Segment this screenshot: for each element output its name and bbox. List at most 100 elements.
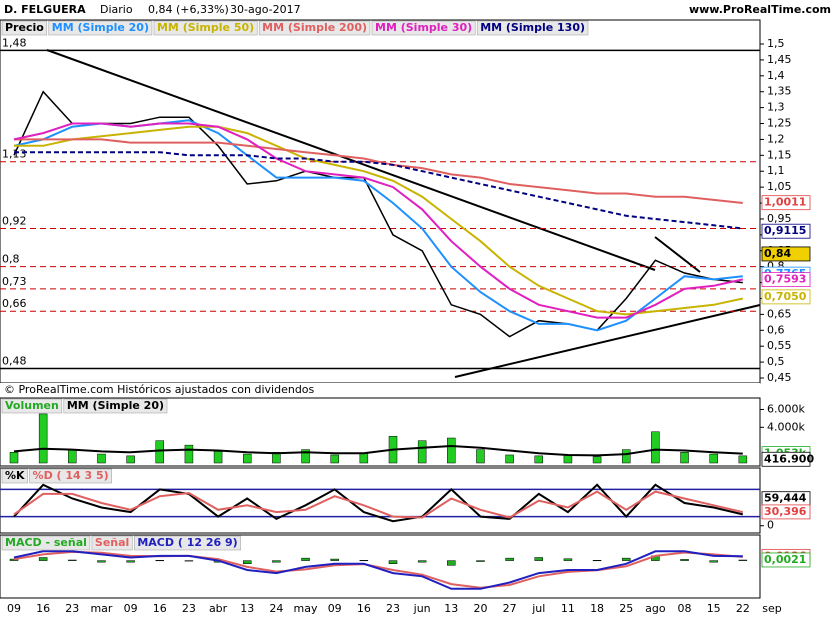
volume-panel: [0, 397, 761, 467]
bar: [592, 560, 602, 562]
bar: [534, 557, 544, 561]
x-tick-label: 23: [182, 602, 196, 615]
bar: [242, 560, 252, 564]
last-value-box: [761, 504, 811, 520]
macd-panel: [0, 534, 761, 599]
last-value-box: [761, 289, 811, 305]
last-value-label: 59,444: [764, 492, 807, 505]
bar: [184, 560, 194, 562]
x-tick-label: 09: [7, 602, 21, 615]
last-value-label: 0,9115: [764, 224, 806, 237]
y-tick-label: 1,35: [767, 85, 792, 98]
bar: [242, 453, 252, 464]
y-tick-label: 1,45: [767, 53, 792, 66]
bar: [505, 557, 514, 561]
bar: [388, 560, 398, 564]
bar: [38, 413, 48, 464]
y-tick-label: 1,4: [767, 69, 785, 82]
bar: [68, 449, 77, 464]
series-line: [13, 490, 744, 519]
series-line: [14, 151, 743, 230]
bar: [738, 455, 748, 464]
x-tick-label: 20: [473, 602, 487, 615]
last-value-box: [761, 272, 811, 288]
level-label: 0,66: [2, 297, 27, 310]
y-tick-label: 0,55: [767, 339, 792, 352]
legend-box: [1, 535, 91, 551]
last-value-label: 0,7050: [764, 290, 807, 303]
x-tick-label: jun: [413, 602, 431, 615]
bar: [709, 453, 718, 464]
bar: [563, 454, 573, 464]
date: 30-ago-2017: [230, 3, 301, 16]
last-value-label: 0,0021: [764, 553, 806, 566]
last-value-box: [761, 246, 811, 262]
bar: [68, 559, 77, 561]
bar: [213, 451, 223, 464]
y-tick-label: 1,25: [767, 117, 792, 130]
bar: [680, 559, 689, 561]
y-tick-label: 0,6: [767, 323, 785, 336]
x-tick-label: 27: [503, 602, 517, 615]
legend-label: %D ( 14 3 5): [33, 469, 109, 482]
bar: [709, 560, 718, 563]
bar: [184, 444, 194, 464]
footer-band: [0, 383, 760, 397]
x-tick-label: 09: [124, 602, 138, 615]
bar: [621, 557, 631, 561]
legend-label: Volumen: [5, 399, 59, 412]
x-tick-label: jul: [531, 602, 545, 615]
bar: [738, 559, 748, 561]
last-value-box: [761, 195, 811, 211]
legend-box: [134, 535, 241, 551]
legend-label: MACD ( 12 26 9): [137, 536, 237, 549]
bar: [330, 454, 339, 464]
x-tick-label: 16: [153, 602, 167, 615]
legend-box: [371, 20, 476, 36]
x-tick-label: 11: [561, 602, 575, 615]
x-tick-label: 16: [357, 602, 371, 615]
level-label: 0,92: [2, 214, 27, 227]
series-line: [13, 90, 743, 338]
stochastic-panel: [0, 467, 761, 534]
bar: [301, 557, 310, 561]
legend-label: MM (Simple 130): [480, 21, 585, 34]
x-tick-label: sep: [762, 602, 781, 615]
bar: [126, 560, 135, 563]
x-tick-label: 25: [619, 602, 633, 615]
bar: [476, 560, 485, 562]
last-value-box: [761, 552, 811, 568]
legend-label: %K: [5, 469, 25, 482]
last-value-label: 1,0011: [764, 196, 806, 209]
bar: [38, 557, 48, 561]
level-label: 0,73: [2, 275, 27, 288]
legend-label: Señal: [95, 536, 129, 549]
x-tick-label: mar: [90, 602, 112, 615]
bar: [505, 454, 514, 464]
x-tick-label: 22: [736, 602, 750, 615]
last-value-label: 416.900: [764, 452, 814, 465]
level-label: 0,48: [2, 354, 27, 367]
y-tick-label: 1,05: [767, 180, 792, 193]
y-tick-label: 1,5: [767, 37, 785, 50]
bar: [155, 440, 165, 464]
bar: [417, 560, 427, 563]
legend-box: [63, 398, 168, 414]
last-value-box: [761, 223, 811, 239]
site: www.ProRealTime.com: [689, 3, 831, 16]
legend-label: MM (Simple 200): [262, 21, 367, 34]
y-tick-label: 1,3: [767, 101, 785, 114]
series-line: [13, 550, 743, 590]
period: Diario: [100, 3, 133, 16]
bar: [651, 431, 660, 464]
level-label: 1,48: [2, 36, 27, 49]
bar: [563, 558, 573, 561]
y-tick-label: 0,5: [767, 355, 785, 368]
legend-label: MM (Simple 20): [52, 21, 149, 34]
legend-label: Precio: [5, 21, 44, 34]
last-value-label: 30,396: [764, 505, 807, 518]
x-tick-label: 24: [269, 602, 283, 615]
bar: [417, 440, 427, 464]
